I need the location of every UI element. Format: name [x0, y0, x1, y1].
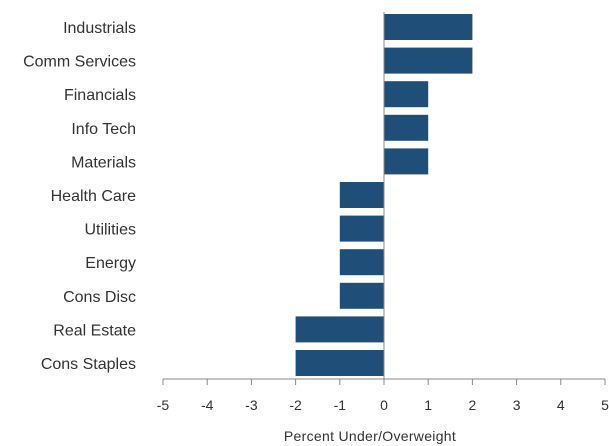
- bar-real-estate: [295, 316, 384, 343]
- category-label: Materials: [71, 154, 136, 171]
- category-label: Cons Staples: [41, 356, 136, 373]
- category-labels-layer: Industrials Comm Services Financials Info T…: [23, 20, 136, 373]
- category-label: Comm Services: [23, 54, 136, 71]
- x-axis-title: Percent Under/Overweight: [284, 428, 456, 444]
- category-label: Industrials: [63, 20, 136, 37]
- x-tick-label: 0: [380, 397, 388, 413]
- bars-layer: [295, 14, 473, 376]
- category-label: Info Tech: [71, 121, 136, 138]
- bar-energy: [339, 249, 384, 276]
- x-tick-label: -4: [201, 397, 214, 413]
- category-label: Real Estate: [53, 322, 136, 339]
- x-axis: -5 -4 -3 -2 -1 0 1 2 3 4 5: [157, 12, 609, 413]
- category-label: Energy: [85, 255, 136, 272]
- bar-industrials: [384, 14, 473, 40]
- x-tick-label: -2: [289, 397, 302, 413]
- x-tick-label: 4: [557, 397, 565, 413]
- bar-cons-disc: [339, 282, 384, 309]
- x-tick-label: -5: [157, 397, 170, 413]
- x-tick-label: -3: [245, 397, 258, 413]
- category-label: Utilities: [84, 222, 136, 239]
- bar-comm-services: [384, 47, 473, 74]
- x-tick-label: 3: [513, 397, 521, 413]
- x-tick-label: -1: [334, 397, 347, 413]
- category-label: Financials: [64, 87, 136, 104]
- bar-cons-staples: [295, 350, 384, 376]
- bar-financials: [384, 81, 429, 108]
- bar-materials: [384, 148, 429, 175]
- category-label: Cons Disc: [63, 289, 136, 306]
- x-tick-label: 1: [424, 397, 432, 413]
- bar-info-tech: [384, 114, 429, 141]
- x-tick-label: 2: [469, 397, 477, 413]
- bar-health-care: [339, 182, 384, 208]
- x-tick-label: 5: [601, 397, 609, 413]
- category-label: Health Care: [51, 188, 136, 205]
- bar-utilities: [339, 215, 384, 242]
